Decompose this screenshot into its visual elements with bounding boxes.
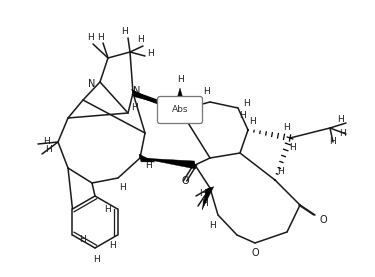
- Text: H: H: [210, 220, 216, 230]
- Text: H: H: [277, 168, 284, 176]
- Polygon shape: [176, 88, 184, 102]
- Text: H: H: [46, 145, 53, 155]
- Text: H: H: [202, 199, 208, 207]
- Text: H: H: [147, 50, 153, 58]
- Text: N: N: [134, 86, 141, 96]
- Text: H: H: [177, 76, 183, 84]
- Text: H: H: [138, 35, 144, 45]
- Polygon shape: [140, 158, 195, 169]
- Text: H: H: [337, 116, 344, 124]
- Text: H: H: [199, 189, 206, 198]
- Text: H: H: [328, 137, 335, 145]
- Text: O: O: [181, 176, 189, 186]
- Text: H: H: [43, 137, 50, 147]
- Text: H: H: [94, 255, 100, 265]
- Polygon shape: [139, 154, 155, 162]
- Text: N: N: [88, 79, 96, 89]
- Text: H: H: [238, 112, 245, 120]
- Text: H: H: [104, 204, 111, 214]
- Text: H: H: [250, 117, 256, 127]
- Text: H: H: [284, 124, 290, 132]
- Text: H: H: [120, 183, 126, 193]
- Text: H: H: [290, 143, 296, 153]
- Polygon shape: [202, 187, 214, 210]
- Text: H: H: [79, 235, 86, 245]
- Text: H: H: [122, 27, 128, 37]
- Text: Abs: Abs: [172, 106, 188, 114]
- Text: H: H: [87, 34, 93, 42]
- Text: H: H: [339, 129, 345, 137]
- Text: H: H: [145, 161, 152, 171]
- Text: H: H: [109, 240, 116, 250]
- FancyBboxPatch shape: [158, 96, 203, 124]
- Text: H: H: [97, 32, 104, 42]
- Text: H: H: [204, 88, 210, 96]
- Text: O: O: [319, 215, 327, 225]
- Polygon shape: [132, 89, 158, 103]
- Text: O: O: [251, 248, 259, 258]
- Text: H: H: [130, 102, 137, 112]
- Text: H: H: [243, 99, 249, 107]
